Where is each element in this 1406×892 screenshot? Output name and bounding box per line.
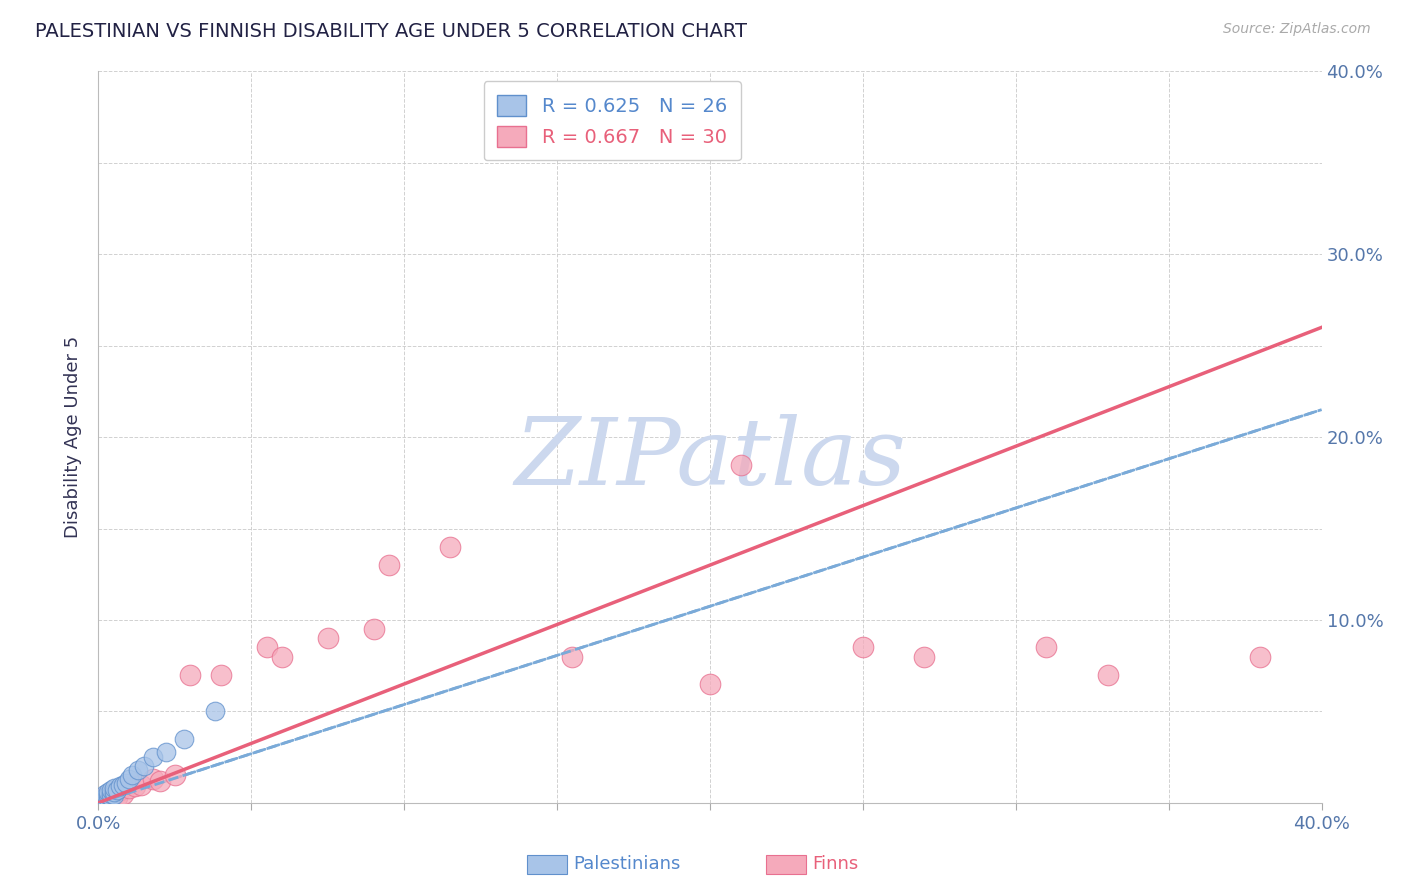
Point bbox=[142, 750, 165, 764]
Point bbox=[100, 783, 122, 797]
Y-axis label: Disability Age Under 5: Disability Age Under 5 bbox=[65, 336, 83, 538]
Point bbox=[699, 677, 721, 691]
Point bbox=[256, 640, 278, 655]
Point bbox=[103, 781, 125, 796]
Point bbox=[179, 667, 201, 681]
Point bbox=[270, 649, 292, 664]
Point bbox=[561, 649, 583, 664]
Point bbox=[129, 778, 152, 792]
Point bbox=[97, 792, 120, 806]
Point bbox=[118, 781, 141, 796]
Text: PALESTINIAN VS FINNISH DISABILITY AGE UNDER 5 CORRELATION CHART: PALESTINIAN VS FINNISH DISABILITY AGE UN… bbox=[35, 22, 747, 41]
Point bbox=[90, 794, 112, 808]
Point bbox=[142, 772, 165, 786]
Point bbox=[111, 787, 134, 801]
Point bbox=[912, 649, 935, 664]
Point bbox=[100, 789, 122, 803]
Point bbox=[103, 785, 125, 799]
Point bbox=[378, 558, 401, 573]
Point bbox=[1249, 649, 1271, 664]
Point bbox=[852, 640, 875, 655]
Point bbox=[121, 768, 143, 782]
Point bbox=[97, 785, 120, 799]
Point bbox=[93, 790, 115, 805]
Point bbox=[730, 458, 752, 472]
Point bbox=[1097, 667, 1119, 681]
Point bbox=[316, 632, 339, 646]
Point bbox=[100, 790, 122, 805]
Point bbox=[100, 787, 122, 801]
Legend: R = 0.625   N = 26, R = 0.667   N = 30: R = 0.625 N = 26, R = 0.667 N = 30 bbox=[484, 81, 741, 161]
Point bbox=[93, 787, 115, 801]
Point bbox=[363, 622, 385, 636]
Point bbox=[127, 763, 149, 777]
Point bbox=[155, 745, 177, 759]
Point bbox=[124, 780, 146, 794]
Point bbox=[90, 794, 112, 808]
Point bbox=[108, 783, 131, 797]
Text: Palestinians: Palestinians bbox=[574, 855, 681, 873]
Point bbox=[103, 789, 125, 803]
Point bbox=[209, 667, 232, 681]
Point bbox=[173, 731, 195, 746]
Point bbox=[204, 705, 226, 719]
Point bbox=[439, 540, 461, 554]
Point bbox=[149, 773, 172, 788]
Point bbox=[93, 790, 115, 805]
Text: Source: ZipAtlas.com: Source: ZipAtlas.com bbox=[1223, 22, 1371, 37]
Point bbox=[108, 780, 131, 794]
Text: Finns: Finns bbox=[813, 855, 859, 873]
Point bbox=[105, 790, 128, 805]
Text: ZIPatlas: ZIPatlas bbox=[515, 414, 905, 504]
Point bbox=[105, 783, 128, 797]
Point bbox=[90, 792, 112, 806]
Point bbox=[115, 775, 138, 789]
Point bbox=[97, 792, 120, 806]
Point bbox=[111, 778, 134, 792]
Point bbox=[103, 785, 125, 799]
Point bbox=[134, 759, 156, 773]
Point bbox=[93, 794, 115, 808]
Point bbox=[118, 772, 141, 786]
Point bbox=[1035, 640, 1057, 655]
Point bbox=[163, 768, 186, 782]
Point bbox=[97, 789, 120, 803]
